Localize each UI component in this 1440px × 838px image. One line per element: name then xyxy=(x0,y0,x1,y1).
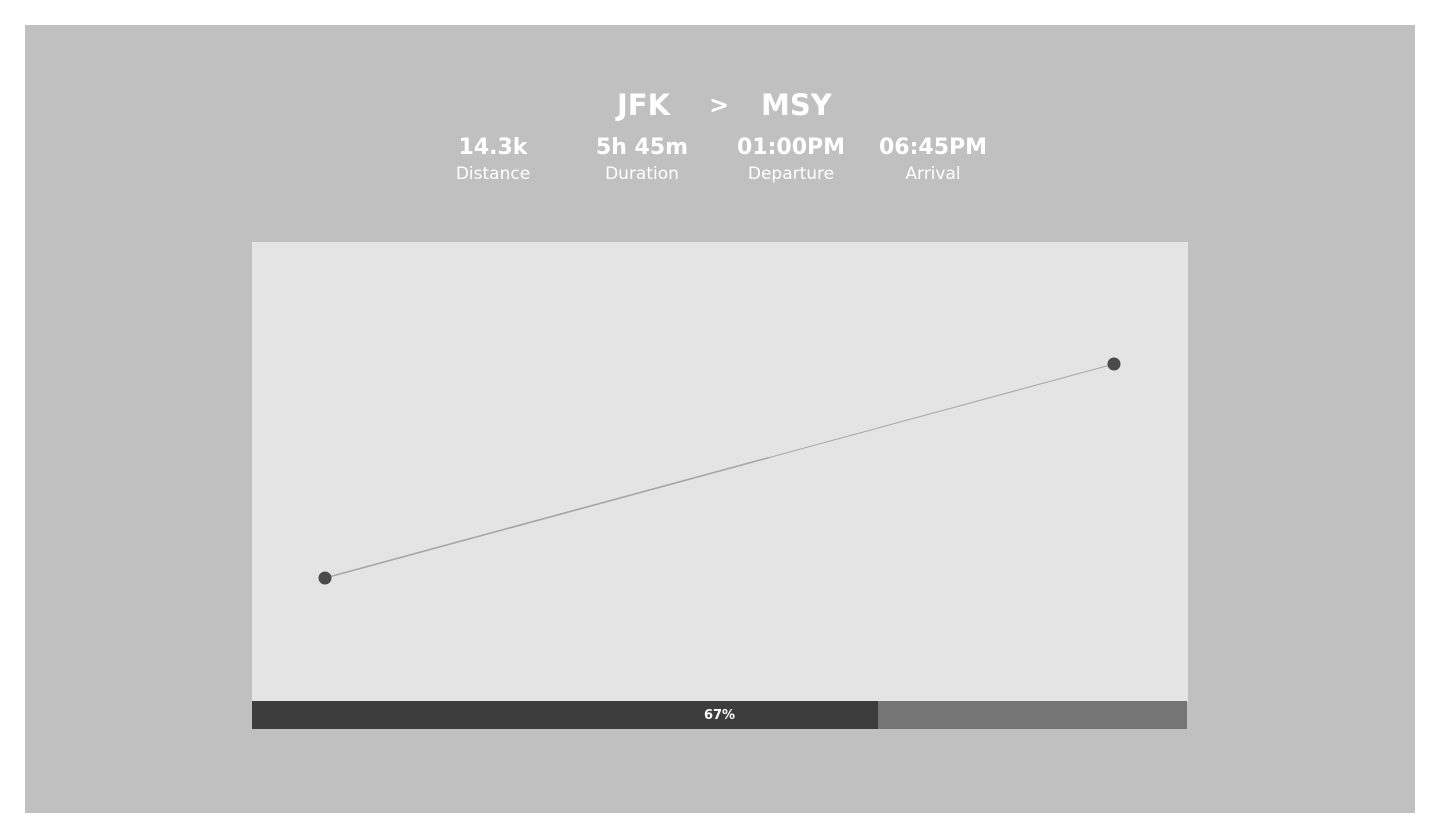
route-arrow: > xyxy=(709,91,730,119)
progress-label: 67% xyxy=(703,708,736,723)
destination-code: MSY xyxy=(761,88,832,122)
flight-path-graphic xyxy=(318,357,1121,585)
duration-value: 5h 45m xyxy=(595,135,689,160)
stat-distance: 14.3k Distance xyxy=(423,133,563,185)
flight-stats: 14.3k Distance 5h 45m Duration 01:00PM D… xyxy=(25,133,1415,193)
distance-label: Distance xyxy=(455,164,531,184)
stat-duration: 5h 45m Duration xyxy=(572,133,712,185)
arrival-label: Arrival xyxy=(905,164,961,184)
origin-code: JFK xyxy=(617,88,671,122)
departure-label: Departure xyxy=(747,164,835,184)
departure-value: 01:00PM xyxy=(736,135,846,160)
arrival-value: 06:45PM xyxy=(878,135,988,160)
destination-marker xyxy=(1107,357,1121,371)
route-header: JFK > MSY xyxy=(25,85,1415,125)
stat-departure: 01:00PM Departure xyxy=(721,133,861,185)
duration-label: Duration xyxy=(605,164,679,184)
stat-arrival: 06:45PM Arrival xyxy=(863,133,1003,185)
flight-card: JFK > MSY 14.3k Distance 5h 45m Duration… xyxy=(25,25,1415,813)
flown-path-line xyxy=(324,456,770,579)
flight-progress-bar: 67% xyxy=(252,701,1187,729)
flight-map[interactable] xyxy=(252,242,1188,702)
origin-marker xyxy=(318,571,332,585)
progress-fill xyxy=(252,701,879,729)
distance-value: 14.3k xyxy=(458,135,528,160)
